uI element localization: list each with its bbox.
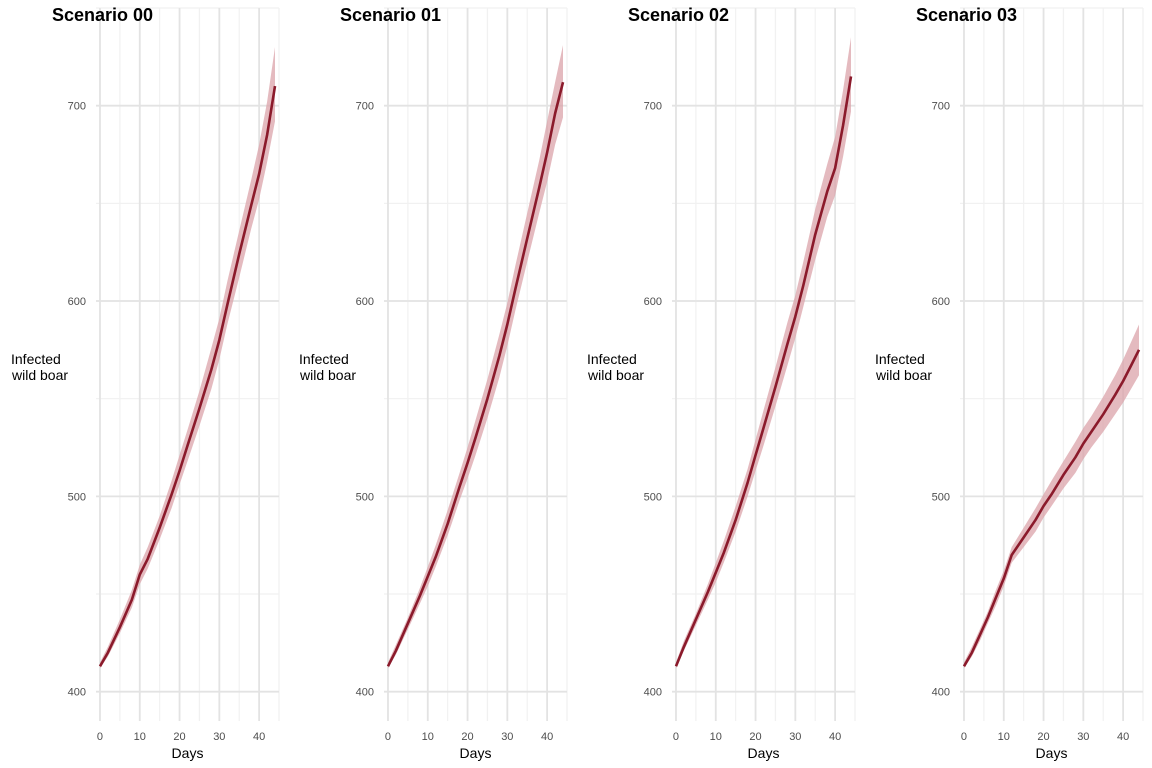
x-axis-label: Days	[172, 745, 204, 761]
x-axis-label: Days	[1036, 745, 1068, 761]
x-axis-label: Days	[460, 745, 492, 761]
y-axis-label-line2: wild boar	[875, 367, 932, 383]
x-tick-label: 20	[1037, 731, 1049, 743]
panel-title: Scenario 01	[340, 5, 441, 25]
y-axis-label-line1: Infected	[299, 351, 349, 367]
x-tick-label: 10	[998, 731, 1010, 743]
x-tick-label: 20	[173, 731, 185, 743]
x-tick-label: 10	[422, 731, 434, 743]
y-axis-label-line2: wild boar	[587, 367, 644, 383]
x-tick-label: 20	[749, 731, 761, 743]
x-tick-label: 0	[961, 731, 967, 743]
chart-panel-2: 0 10 20 30 40 400 500 600 700 Scenario 02 Infected…	[587, 5, 856, 761]
y-tick-label: 400	[356, 687, 374, 699]
x-tick-label: 40	[253, 731, 265, 743]
chart-panel-0: 0 10 20 30 40 400 500 600 700 Scenario 00 Infected…	[11, 5, 280, 761]
y-tick-label: 700	[68, 101, 86, 113]
panel-title: Scenario 02	[628, 5, 729, 25]
y-axis-label-line1: Infected	[875, 351, 925, 367]
y-axis-label-line2: wild boar	[11, 367, 68, 383]
y-tick-label: 600	[68, 296, 86, 308]
y-tick-label: 500	[68, 491, 86, 503]
x-tick-label: 10	[134, 731, 146, 743]
chart-panel-1: 0 10 20 30 40 400 500 600 700 Scenario 01 Infected…	[299, 5, 568, 761]
panel-title: Scenario 00	[52, 5, 153, 25]
mean-line	[98, 85, 277, 667]
y-tick-label: 400	[644, 687, 662, 699]
x-tick-label: 40	[829, 731, 841, 743]
x-tick-label: 40	[1117, 731, 1129, 743]
x-tick-label: 30	[213, 731, 225, 743]
y-axis-label-line2: wild boar	[299, 367, 356, 383]
x-tick-label: 0	[673, 731, 679, 743]
mean-line	[386, 81, 565, 667]
confidence-ribbon	[100, 47, 275, 669]
x-tick-label: 30	[789, 731, 801, 743]
y-tick-label: 600	[356, 296, 374, 308]
y-axis-label-line1: Infected	[11, 351, 61, 367]
y-tick-label: 600	[932, 296, 950, 308]
y-tick-label: 700	[644, 101, 662, 113]
chart-panel-3: 0 10 20 30 40 400 500 600 700 Scenario 03 Infected…	[875, 5, 1144, 761]
confidence-ribbon	[388, 45, 563, 669]
y-tick-label: 600	[644, 296, 662, 308]
mean-line	[674, 76, 853, 667]
x-tick-label: 30	[501, 731, 513, 743]
y-tick-label: 500	[644, 491, 662, 503]
y-tick-label: 500	[356, 491, 374, 503]
x-tick-label: 20	[461, 731, 473, 743]
confidence-ribbon	[676, 37, 851, 669]
x-tick-label: 0	[97, 731, 103, 743]
x-tick-label: 30	[1077, 731, 1089, 743]
panel-title: Scenario 03	[916, 5, 1017, 25]
y-axis-label-line1: Infected	[587, 351, 637, 367]
x-axis-label: Days	[748, 745, 780, 761]
y-tick-label: 700	[932, 101, 950, 113]
y-tick-label: 500	[932, 491, 950, 503]
y-tick-label: 400	[68, 687, 86, 699]
mean-line	[962, 349, 1141, 667]
y-tick-label: 400	[932, 687, 950, 699]
y-tick-label: 700	[356, 101, 374, 113]
x-tick-label: 10	[710, 731, 722, 743]
x-tick-label: 0	[385, 731, 391, 743]
x-tick-label: 40	[541, 731, 553, 743]
